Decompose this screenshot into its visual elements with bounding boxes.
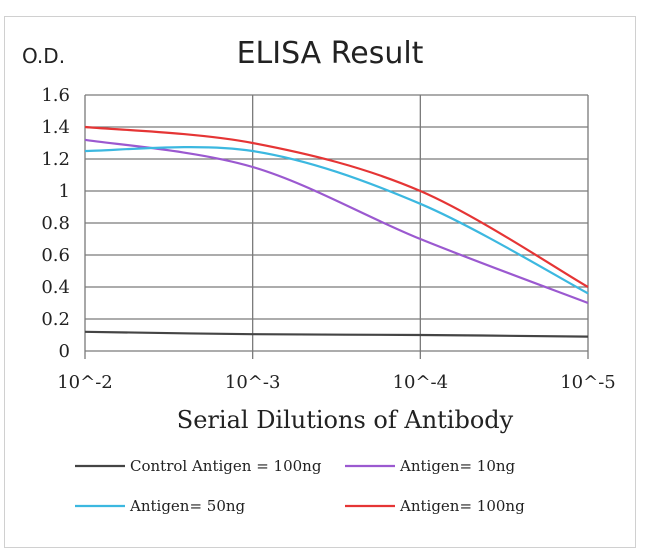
y-tick-label: 1.2 [41,149,70,170]
x-axis-label: Serial Dilutions of Antibody [177,406,514,434]
legend-label: Antigen= 10ng [399,457,516,475]
y-tick-label: 0.8 [41,213,70,234]
y-tick-label: 0.4 [41,277,70,298]
y-tick-labels: 0 0.2 0.4 0.6 0.8 1 1.2 1.4 1.6 [41,85,70,362]
series-line [84,146,589,295]
legend-label: Antigen= 100ng [399,497,525,515]
series-line [84,125,589,288]
x-tick-label: 10^-4 [393,372,449,393]
y-tick-label: 0.2 [41,309,70,330]
series-line [84,138,589,305]
y-tick-label: 1 [59,181,70,202]
grid-lines [84,94,589,359]
x-tick-label: 10^-3 [225,372,281,393]
legend: Control Antigen = 100ng Antigen= 10ng Anti… [75,457,525,515]
x-tick-labels: 10^-2 10^-3 10^-4 10^-5 [57,372,616,393]
x-tick-label: 10^-2 [57,372,113,393]
series-line [84,330,589,338]
chart-title: ELISA Result [237,36,424,71]
legend-label: Antigen= 50ng [129,497,246,515]
y-tick-label: 1.4 [41,117,70,138]
y-axis-label: O.D. [22,44,65,68]
series-lines [84,125,589,338]
y-tick-label: 0 [59,341,70,362]
y-tick-label: 1.6 [41,85,70,106]
legend-label: Control Antigen = 100ng [130,457,322,475]
x-tick-label: 10^-5 [560,372,616,393]
y-tick-label: 0.6 [41,245,70,266]
